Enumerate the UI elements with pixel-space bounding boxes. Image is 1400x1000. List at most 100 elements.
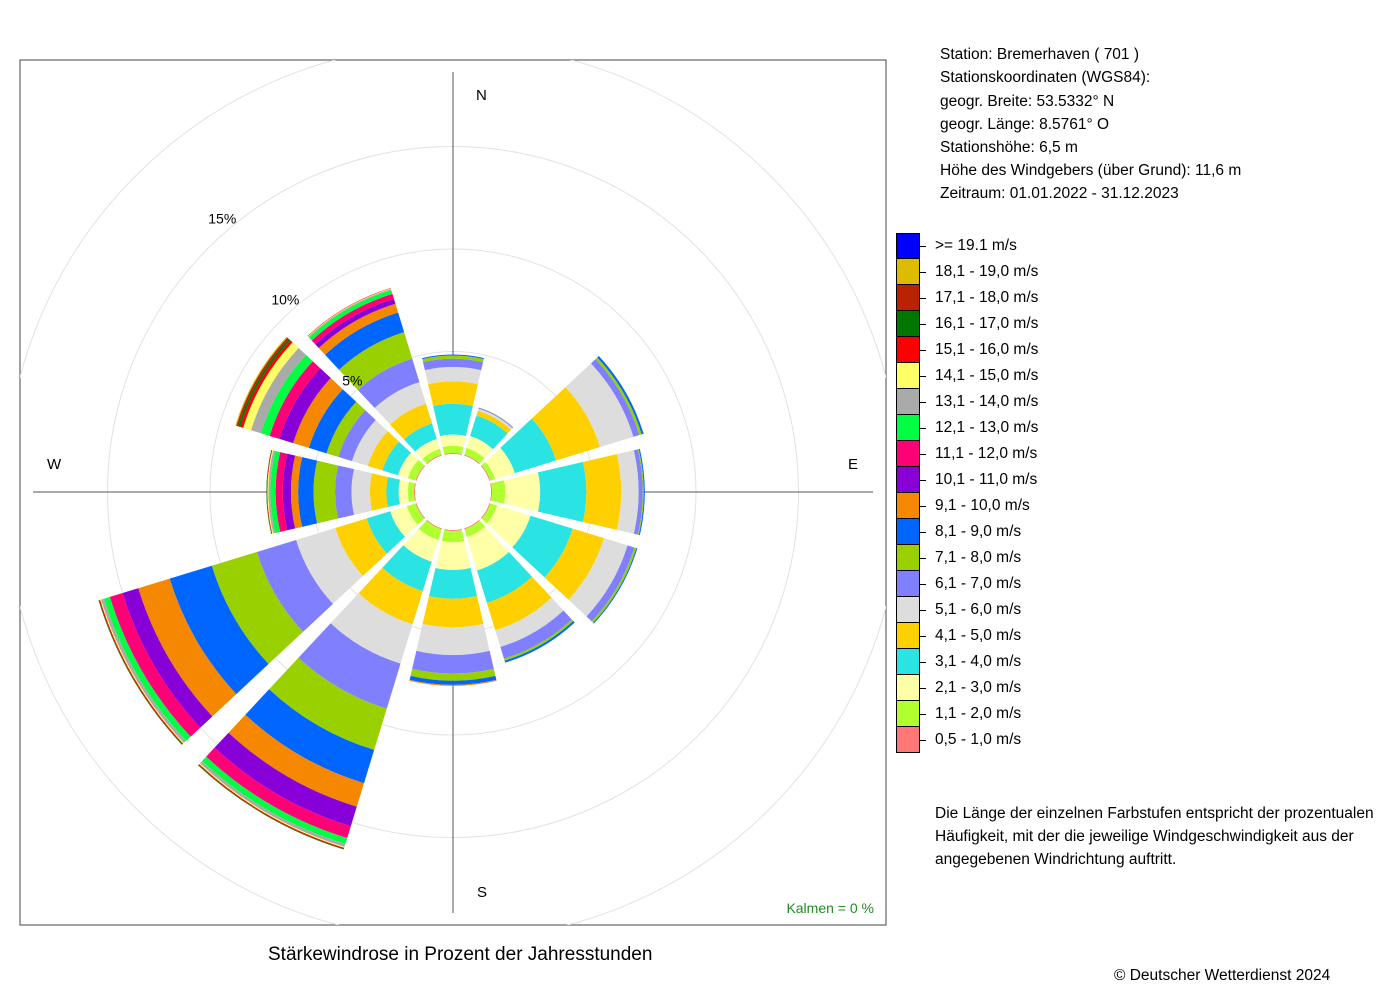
sector-210deg-class-6 (330, 593, 413, 664)
legend-label: 7,1 - 8,0 m/s (935, 549, 1022, 566)
sector-240deg-class-6 (296, 527, 363, 604)
legend-label: 18,1 - 19,0 m/s (935, 263, 1039, 280)
sector-240deg-class-3 (390, 506, 418, 537)
sector-210deg-class-3 (403, 528, 439, 562)
sector-120deg-class-1 (480, 503, 491, 519)
station-name: Station: Bremerhaven ( 701 ) (940, 46, 1140, 63)
ring-label-15: 15% (208, 211, 236, 227)
sector-30deg-class-4 (470, 415, 508, 450)
sector-330deg-class-4 (404, 423, 437, 452)
sector-180deg-class-8 (410, 668, 496, 681)
sector-120deg-class-3 (486, 505, 531, 548)
sector-270deg-class-13 (270, 450, 281, 534)
sector-90deg-class-2 (491, 480, 506, 504)
sector-330deg-class-6 (374, 382, 427, 425)
legend-label: 2,1 - 3,0 m/s (935, 679, 1022, 696)
sector-270deg-class-1 (413, 483, 416, 501)
sector-240deg-class-7 (256, 539, 334, 632)
legend-label: 3,1 - 4,0 m/s (935, 653, 1022, 670)
sector-270deg-class-4 (386, 476, 400, 508)
sector-270deg-class-2 (407, 481, 415, 503)
compass-label-north: N (476, 87, 487, 104)
sector-330deg-class-11 (315, 298, 396, 349)
sector-30deg-class-3 (466, 436, 493, 459)
sector-150deg-class-1 (464, 519, 480, 530)
sector-300deg-class-6 (351, 419, 388, 466)
legend-swatch (896, 337, 920, 363)
legend-swatch (896, 363, 920, 389)
sector-180deg-class-5 (422, 595, 484, 628)
legend-swatch (896, 389, 920, 415)
sector-210deg-class-1 (426, 519, 442, 530)
sector-60deg-class-8 (595, 357, 642, 436)
sector-150deg-class-9 (504, 620, 575, 663)
sector-210deg-class-10 (228, 714, 364, 807)
sector-150deg-class-5 (486, 576, 552, 631)
sector-330deg-class-13 (308, 290, 393, 341)
legend-tick (920, 610, 926, 611)
legend-swatch (896, 649, 920, 675)
ring-label-10: 10% (271, 292, 299, 308)
legend-label: 12,1 - 13,0 m/s (935, 419, 1039, 436)
sector-240deg-class-11 (122, 588, 213, 728)
legend-label: 4,1 - 5,0 m/s (935, 627, 1022, 644)
sector-90deg-class-4 (537, 462, 587, 522)
sector-60deg-class-4 (500, 418, 556, 474)
station-coordinates-heading: Stationskoordinaten (WGS84): (940, 69, 1151, 86)
legend-label: 13,1 - 14,0 m/s (935, 393, 1039, 410)
legend-tick (920, 454, 926, 455)
legend-tick (920, 532, 926, 533)
sector-300deg-class-5 (367, 431, 399, 471)
sector-150deg-class-7 (500, 610, 572, 659)
legend-tick (920, 324, 926, 325)
sector-150deg-class-8 (503, 619, 574, 661)
legend-tick (920, 662, 926, 663)
sector-240deg-class-13 (103, 596, 191, 741)
sector-0deg-class-9 (422, 354, 484, 360)
sector-210deg-class-11 (214, 732, 357, 827)
legend-swatch (896, 727, 920, 753)
note-line-2: Häufigkeit, mit der die jeweilige Windge… (935, 828, 1354, 845)
sector-150deg-class-4 (476, 552, 533, 603)
legend-tick (920, 428, 926, 429)
legend-label: 11,1 - 12,0 m/s (935, 445, 1038, 462)
legend-tick (920, 558, 926, 559)
legend-swatch (896, 493, 920, 519)
sector-90deg-class-6 (616, 450, 639, 534)
legend-tick (920, 506, 926, 507)
legend-tick (920, 688, 926, 689)
compass-label-east: E (848, 456, 858, 473)
sector-270deg-class-7 (335, 465, 355, 519)
sector-60deg-class-6 (565, 363, 634, 448)
sector-0deg-class-6 (424, 366, 482, 385)
sector-0deg-class-7 (423, 358, 483, 371)
sector-330deg-class-10 (318, 303, 399, 355)
sector-180deg-class-4 (429, 567, 477, 599)
sector-300deg-class-13 (260, 354, 313, 436)
legend-label: 16,1 - 17,0 m/s (935, 315, 1039, 332)
sector-240deg-class-5 (335, 518, 387, 576)
sector-240deg-class-4 (366, 511, 405, 554)
sector-120deg-class-6 (568, 538, 628, 617)
compass-label-west: W (47, 456, 62, 473)
sector-90deg-class-8 (637, 449, 644, 535)
legend-tick (920, 376, 926, 377)
sector-300deg-class-4 (382, 441, 411, 476)
sector-0deg-class-1 (444, 452, 462, 455)
sector-90deg-class-5 (582, 454, 622, 530)
sector-30deg-class-2 (464, 447, 485, 464)
sector-270deg-class-6 (351, 469, 373, 515)
legend-swatch (896, 623, 920, 649)
legend-label: 1,1 - 2,0 m/s (935, 705, 1022, 722)
sector-270deg-class-16 (266, 450, 273, 534)
sector-0deg-class-5 (428, 381, 478, 407)
sector-120deg-class-4 (512, 515, 573, 578)
sector-300deg-class-12 (269, 361, 321, 439)
chart-title: Stärkewindrose in Prozent der Jahresstun… (268, 944, 653, 965)
legend-tick (920, 272, 926, 273)
sector-300deg-class-1 (415, 465, 426, 481)
compass-label-south: S (477, 884, 487, 901)
sector-300deg-class-9 (308, 389, 357, 454)
sector-270deg-class-5 (369, 473, 389, 511)
legend-label: 6,1 - 7,0 m/s (935, 575, 1022, 592)
